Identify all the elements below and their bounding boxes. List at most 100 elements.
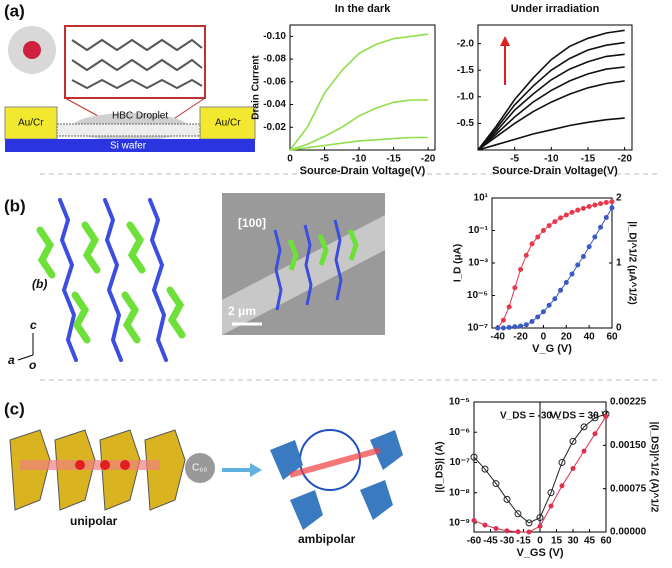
point — [525, 519, 533, 527]
caption-label: unipolar — [70, 514, 118, 528]
arrow — [500, 36, 510, 46]
series-line — [477, 41, 625, 151]
point — [558, 458, 566, 466]
point — [558, 215, 564, 221]
point — [504, 528, 510, 534]
y2-tick-label: 0.00075 — [610, 483, 647, 494]
x-tick-label: 60 — [606, 332, 618, 343]
x-tick-label: -40 — [490, 332, 505, 343]
x-tick-label: 20 — [561, 332, 573, 343]
y-tick-label: -2.0 — [457, 38, 475, 49]
point — [575, 207, 581, 213]
x-tick-label: -20 — [617, 154, 632, 165]
point — [586, 244, 592, 250]
x-tick-label: 0 — [287, 154, 293, 165]
point — [547, 489, 555, 497]
point — [518, 266, 524, 272]
point — [537, 523, 543, 529]
y2-axis-label: |I_D|^1/2 (μA^1/2) — [626, 221, 637, 304]
point — [552, 219, 558, 225]
device-label: Au/Cr — [18, 118, 44, 129]
point — [514, 510, 522, 518]
x-tick-label: -15 — [386, 154, 401, 165]
point — [523, 322, 529, 328]
point — [500, 325, 506, 331]
y-tick-label: 10⁻⁷ — [467, 323, 488, 334]
point — [569, 271, 575, 277]
point — [515, 529, 521, 535]
point — [482, 522, 488, 528]
x-tick-label: 0 — [537, 536, 543, 547]
point — [580, 423, 588, 431]
point — [598, 201, 604, 207]
panel-label: (a) — [4, 1, 25, 20]
direction-label: [100] — [238, 216, 266, 230]
point — [470, 453, 478, 461]
x-tick-label: -20 — [421, 154, 436, 165]
series-line — [473, 413, 607, 524]
point — [609, 205, 615, 211]
series-line — [477, 117, 625, 151]
point — [558, 287, 564, 293]
x-tick-label: -45 — [483, 536, 498, 547]
y-tick-label: -0.10 — [263, 31, 286, 42]
crystal-structure — [36, 198, 186, 362]
y-tick-label: -0.02 — [263, 122, 286, 133]
y-tick-label: 10⁻¹ — [468, 225, 488, 236]
point — [481, 465, 489, 473]
point — [559, 483, 565, 489]
x-tick-label: 60 — [600, 536, 612, 547]
point — [492, 480, 500, 488]
y2-tick-label: 0.00225 — [610, 397, 647, 408]
plot-frame — [477, 24, 633, 151]
point — [471, 517, 477, 523]
series-line — [289, 99, 429, 151]
x-tick-label: -20 — [513, 332, 528, 343]
x-tick-label: 15 — [551, 536, 563, 547]
y2-tick-label: 2 — [616, 193, 622, 204]
point — [506, 324, 512, 330]
point — [580, 254, 586, 259]
point — [535, 234, 541, 240]
point — [546, 302, 552, 308]
point — [603, 215, 609, 220]
point — [563, 212, 569, 218]
point — [603, 199, 609, 205]
point — [548, 503, 554, 509]
chart-title: Under irradiation — [511, 3, 600, 15]
point — [536, 514, 544, 522]
x-axis-label: Source-Drain Voltage(V) — [300, 165, 426, 177]
axis-label: (b) — [32, 277, 47, 291]
point — [540, 228, 546, 233]
y-tick-label: -1.0 — [457, 91, 475, 102]
x-tick-label: -15 — [581, 154, 596, 165]
panel-label: (b) — [4, 196, 26, 215]
x-tick-label: -5 — [320, 154, 329, 165]
point — [563, 280, 569, 285]
y-tick-label: 10⁻⁸ — [449, 487, 470, 498]
y-tick-label: -0.5 — [457, 118, 475, 129]
point — [581, 448, 587, 454]
point — [586, 203, 592, 209]
plot-frame — [289, 24, 436, 151]
x-tick-label: -15 — [516, 536, 531, 547]
point — [512, 324, 518, 330]
axis-label: a — [8, 353, 15, 367]
point — [535, 314, 541, 320]
point — [500, 317, 506, 323]
x-tick-label: -5 — [510, 154, 519, 165]
x-axis-label: V_GS (V) — [516, 547, 563, 559]
point — [580, 205, 586, 211]
caption-label: ambipolar — [298, 532, 356, 546]
y-tick-label: -0.08 — [263, 54, 286, 65]
series-line — [497, 207, 613, 329]
x-axis-label: Source-Drain Voltage(V) — [492, 165, 618, 177]
x-tick-label: -10 — [544, 154, 559, 165]
panel-label: (c) — [4, 399, 25, 418]
point — [523, 252, 529, 258]
series-line — [289, 136, 429, 151]
y2-tick-label: 0.00000 — [610, 527, 647, 538]
series-line — [289, 33, 429, 151]
y2-tick-label: 1 — [616, 258, 622, 269]
